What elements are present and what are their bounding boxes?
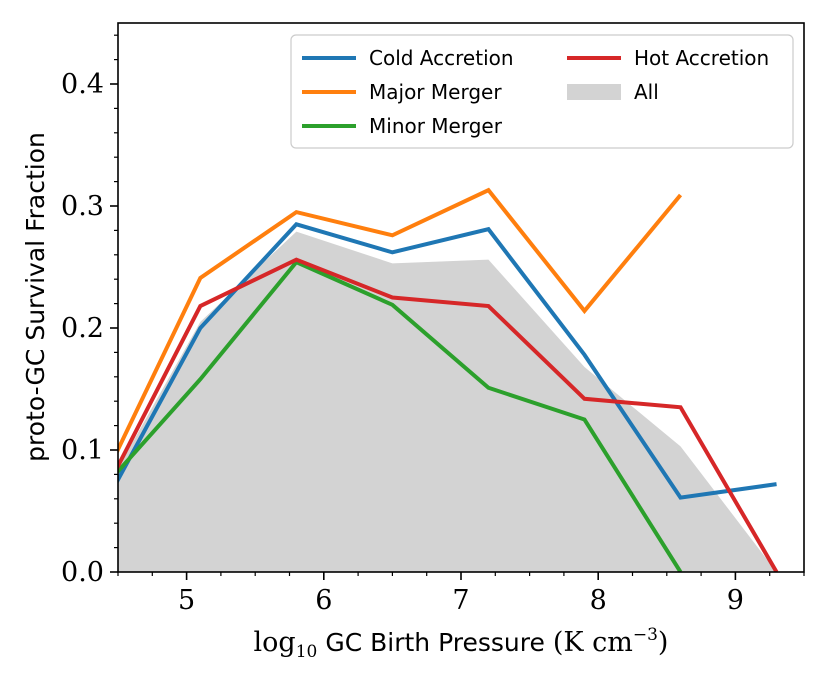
legend-label-major-merger: Major Merger bbox=[369, 80, 502, 104]
legend-label-hot-accretion: Hot Accretion bbox=[634, 46, 769, 70]
legend: Cold Accretion Major Merger Minor Merger Ho… bbox=[290, 34, 794, 149]
x-axis-label-subscript: 10 bbox=[296, 642, 318, 662]
series-line-cold-accretion bbox=[118, 222, 777, 500]
x-tick-label: 8 bbox=[590, 585, 607, 616]
y-tick-label: 0.2 bbox=[61, 313, 104, 344]
ticks-layer: 5 6 7 8 9 0.0 0.1 0.2 0.3 0.4 bbox=[61, 34, 805, 616]
series-line-hot-accretion bbox=[118, 257, 779, 572]
series-area-all bbox=[118, 231, 777, 572]
y-axis-label: proto-GC Survival Fraction bbox=[21, 132, 50, 462]
y-tick-label: 0.4 bbox=[61, 69, 104, 100]
x-axis-label-unit: (K cm bbox=[553, 627, 633, 658]
x-tick-label: 9 bbox=[727, 585, 744, 616]
series-line-minor-merger bbox=[118, 259, 683, 572]
y-tick-label: 0.3 bbox=[61, 191, 104, 222]
x-axis-label: log10 GC Birth Pressure (K cm−3) bbox=[254, 625, 669, 662]
x-axis-label-unit-close: ) bbox=[658, 627, 669, 658]
x-axis-label-log: log bbox=[254, 627, 296, 658]
series-layer bbox=[118, 187, 779, 572]
y-tick-label: 0.1 bbox=[61, 435, 104, 466]
legend-box bbox=[290, 34, 794, 149]
x-tick-label: 5 bbox=[178, 585, 195, 616]
legend-label-all: All bbox=[634, 80, 659, 104]
legend-label-minor-merger: Minor Merger bbox=[369, 114, 503, 138]
legend-swatch-all bbox=[567, 84, 621, 100]
x-tick-label: 6 bbox=[315, 585, 332, 616]
legend-label-cold-accretion: Cold Accretion bbox=[369, 46, 514, 70]
y-tick-label: 0.0 bbox=[61, 557, 104, 588]
x-axis-label-exponent: −3 bbox=[633, 625, 658, 645]
x-tick-label: 7 bbox=[452, 585, 469, 616]
series-line-major-merger bbox=[118, 187, 683, 455]
x-axis-label-name: GC Birth Pressure bbox=[325, 628, 545, 657]
